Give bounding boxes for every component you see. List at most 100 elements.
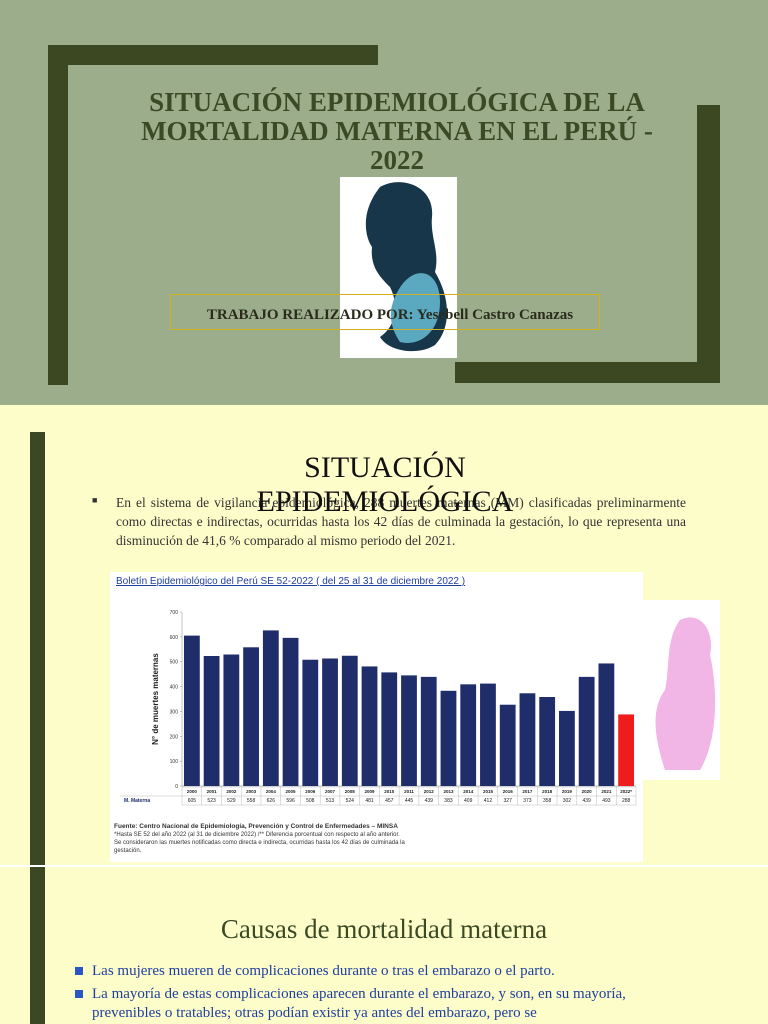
slide-title: SITUACIÓN EPIDEMIOLÓGICA DE LA MORTALIDA… bbox=[141, 87, 653, 175]
frame bbox=[30, 867, 45, 1024]
x-tick-label: 2022* bbox=[620, 789, 632, 794]
slide-title: SITUACIÓN EPIDEMIOLÓGICA bbox=[256, 451, 514, 518]
bullet: ■ bbox=[92, 495, 98, 505]
x-tick-label: 2015 bbox=[483, 789, 494, 794]
table-value: 373 bbox=[523, 798, 532, 804]
frame bbox=[697, 105, 720, 383]
x-tick-label: 2018 bbox=[542, 789, 553, 794]
table-value: 327 bbox=[504, 798, 513, 804]
bullet-item: Las mujeres mueren de complicaciones dur… bbox=[74, 962, 694, 981]
bar bbox=[420, 676, 437, 786]
bar bbox=[243, 647, 259, 786]
bullet-item: La mayoría de estas complicaciones apare… bbox=[74, 985, 694, 1023]
x-tick-label: 2021 bbox=[601, 789, 612, 794]
author: TRABAJO REALIZADO POR: Yesebell Castro C… bbox=[206, 307, 574, 323]
frame bbox=[30, 432, 45, 865]
x-tick-label: 2019 bbox=[562, 789, 573, 794]
x-tick-label: 2002 bbox=[226, 789, 237, 794]
paragraph: En el sistema de vigilancia epidemiológi… bbox=[116, 495, 686, 548]
table-value: 508 bbox=[306, 798, 315, 804]
chart-note: gestación. bbox=[114, 848, 142, 854]
table-value: 626 bbox=[267, 798, 276, 804]
table-value: 302 bbox=[563, 798, 572, 804]
bullet-list: Las mujeres mueren de complicaciones dur… bbox=[74, 962, 694, 1024]
y-tick-label: 500 bbox=[170, 660, 179, 666]
table-value: 524 bbox=[346, 798, 355, 804]
x-tick-label: 2007 bbox=[325, 789, 336, 794]
y-tick-label: 0 bbox=[175, 784, 178, 790]
y-tick-label: 600 bbox=[170, 635, 179, 641]
table-value: 529 bbox=[227, 798, 236, 804]
bar bbox=[282, 637, 299, 786]
title-slide: SITUACIÓN EPIDEMIOLÓGICA DE LA MORTALIDA… bbox=[0, 0, 768, 405]
bar bbox=[401, 675, 417, 786]
author-box bbox=[170, 294, 600, 330]
y-tick-label: 700 bbox=[170, 610, 179, 616]
chart-note: *Hasta SE 52 del año 2022 (al 31 de dici… bbox=[114, 832, 400, 838]
table-value: 439 bbox=[582, 798, 591, 804]
bar bbox=[499, 704, 516, 786]
bar bbox=[262, 630, 279, 786]
frame bbox=[48, 45, 68, 385]
x-tick-label: 2001 bbox=[207, 789, 218, 794]
bar bbox=[598, 663, 615, 786]
table-value: 457 bbox=[385, 798, 394, 804]
chart: Boletín Epidemiológico del Perú SE 52-20… bbox=[110, 572, 643, 862]
x-tick-label: 2010 bbox=[384, 789, 395, 794]
silhouette bbox=[640, 600, 720, 780]
x-tick-label: 2013 bbox=[443, 789, 454, 794]
illustration bbox=[340, 177, 457, 358]
x-tick-label: 2014 bbox=[463, 789, 474, 794]
bar bbox=[302, 659, 319, 786]
table-value: 513 bbox=[326, 798, 335, 804]
bar bbox=[341, 655, 358, 786]
table-value: 523 bbox=[207, 798, 216, 804]
x-tick-label: 2012 bbox=[424, 789, 435, 794]
table-value: 412 bbox=[484, 798, 493, 804]
legend-label: M. Materna bbox=[124, 798, 150, 804]
bar bbox=[559, 710, 575, 786]
chart-note: Se consideraron las muertes notificadas … bbox=[114, 840, 405, 846]
bar bbox=[322, 658, 338, 786]
table-value: 288 bbox=[622, 798, 631, 804]
slide-title: Causas de mortalidad materna bbox=[220, 914, 548, 944]
x-tick-label: 2009 bbox=[365, 789, 376, 794]
bar bbox=[578, 676, 595, 786]
bar bbox=[618, 714, 635, 786]
table-value: 596 bbox=[286, 798, 295, 804]
table-value: 358 bbox=[543, 798, 552, 804]
table-value: 445 bbox=[405, 798, 414, 804]
table-value: 558 bbox=[247, 798, 256, 804]
table-value: 605 bbox=[188, 798, 197, 804]
bar bbox=[519, 693, 536, 786]
y-tick-label: 400 bbox=[170, 685, 179, 691]
bar bbox=[539, 697, 556, 786]
bar bbox=[440, 690, 457, 786]
chart-title: Boletín Epidemiológico del Perú SE 52-20… bbox=[116, 576, 465, 587]
x-tick-label: 2017 bbox=[522, 789, 533, 794]
frame bbox=[455, 362, 720, 383]
x-tick-label: 2020 bbox=[582, 789, 593, 794]
table-value: 409 bbox=[464, 798, 473, 804]
x-tick-label: 2000 bbox=[187, 789, 198, 794]
causes-slide: Causas de mortalidad materna Las mujeres… bbox=[0, 867, 768, 1024]
x-tick-label: 2004 bbox=[266, 789, 277, 794]
bar bbox=[460, 684, 477, 786]
bar bbox=[480, 683, 496, 786]
bar bbox=[361, 666, 378, 786]
frame bbox=[48, 45, 378, 65]
x-tick-label: 2008 bbox=[345, 789, 356, 794]
bar bbox=[223, 654, 240, 786]
bar bbox=[203, 655, 220, 786]
x-tick-label: 2016 bbox=[503, 789, 514, 794]
x-tick-label: 2011 bbox=[404, 789, 414, 794]
table-value: 439 bbox=[425, 798, 434, 804]
x-tick-label: 2005 bbox=[286, 789, 297, 794]
y-tick-label: 100 bbox=[170, 759, 179, 765]
y-axis-label: N° de muertes maternas bbox=[151, 653, 160, 745]
table-value: 481 bbox=[365, 798, 374, 804]
table-value: 493 bbox=[602, 798, 611, 804]
bar bbox=[183, 635, 200, 786]
epidemiology-slide: ■ En el sistema de vigilancia epidemioló… bbox=[0, 405, 768, 865]
